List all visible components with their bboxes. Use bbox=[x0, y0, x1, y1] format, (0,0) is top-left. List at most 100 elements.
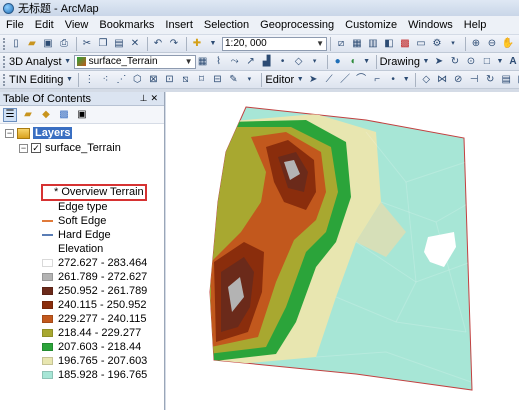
overflow-arrow-icon[interactable]: ▾ bbox=[312, 58, 317, 65]
sketch-properties-icon[interactable]: ▧ bbox=[515, 73, 519, 87]
menu-geoprocessing[interactable]: Geoprocessing bbox=[260, 19, 335, 31]
zoom-to-element-icon[interactable]: ⊙ bbox=[466, 55, 476, 67]
attributes-icon[interactable]: ▤ bbox=[501, 73, 511, 85]
list-by-visibility-icon[interactable]: ◆ bbox=[42, 109, 50, 120]
menu-edit[interactable]: Edit bbox=[34, 19, 54, 31]
contour-icon[interactable]: ⌇ bbox=[216, 55, 222, 67]
toolbar-grip[interactable] bbox=[3, 37, 6, 50]
steepest-path-icon[interactable]: ⤳ bbox=[230, 55, 239, 67]
print-icon[interactable]: ⎙ bbox=[60, 37, 68, 49]
menu-help[interactable]: Help bbox=[463, 19, 487, 31]
editor-toolbar-icon[interactable]: ⧄ bbox=[337, 37, 345, 49]
tin-tag-icon[interactable]: ⌑ bbox=[198, 73, 204, 85]
table-of-contents-icon[interactable]: ▦ bbox=[352, 37, 362, 49]
toc-options-icon[interactable]: ▣ bbox=[77, 109, 87, 120]
point-icon[interactable]: • bbox=[280, 55, 285, 67]
overview-terrain-label[interactable]: * Overview Terrain bbox=[54, 186, 144, 198]
rectangle-icon[interactable]: □ bbox=[483, 55, 490, 67]
new-document-icon[interactable]: ▯ bbox=[13, 37, 19, 49]
terrain-surface[interactable] bbox=[166, 92, 519, 410]
tin-delineate-icon[interactable]: ⧅ bbox=[182, 73, 189, 85]
cut-polygon-icon[interactable]: ⊘ bbox=[453, 73, 463, 85]
collapse-icon[interactable]: − bbox=[19, 142, 28, 153]
python-icon[interactable]: ▭ bbox=[416, 37, 426, 49]
search-window-icon[interactable]: ◧ bbox=[384, 37, 394, 49]
reshape-icon[interactable]: ⋈ bbox=[437, 73, 448, 85]
layers-root-row[interactable]: − Layers bbox=[5, 126, 73, 140]
legend-item[interactable]: 240.115 - 250.952 bbox=[42, 298, 146, 312]
menu-file[interactable]: File bbox=[6, 19, 24, 31]
save-icon[interactable]: ▣ bbox=[43, 37, 53, 49]
interpolate-line-icon[interactable]: ↗ bbox=[246, 55, 255, 67]
layers-root-label[interactable]: Layers bbox=[33, 127, 73, 139]
profile-graph-icon[interactable]: ▟ bbox=[262, 55, 271, 67]
overflow-arrow-icon[interactable]: ▾ bbox=[247, 76, 252, 83]
zoom-in-icon[interactable]: ⊕ bbox=[471, 37, 481, 49]
trace-icon[interactable]: ⌐ bbox=[374, 73, 381, 85]
legend-item[interactable]: 229.277 - 240.115 bbox=[42, 312, 146, 326]
scene-icon[interactable]: ◐ bbox=[350, 55, 357, 67]
soft-edge-row[interactable]: Soft Edge bbox=[42, 214, 106, 228]
catalog-icon[interactable]: ▥ bbox=[368, 37, 378, 49]
edit-tool-arrow-icon[interactable]: ➤ bbox=[308, 73, 318, 85]
rotate-feature-icon[interactable]: ↻ bbox=[485, 73, 495, 85]
dropdown-arrow-icon[interactable]: ▼ bbox=[402, 76, 410, 83]
tin-polygon-icon[interactable]: ⬡ bbox=[133, 73, 142, 85]
dropdown-arrow-icon[interactable]: ▼ bbox=[209, 40, 217, 47]
menu-bookmarks[interactable]: Bookmarks bbox=[99, 19, 155, 31]
add-data-icon[interactable]: ✚ bbox=[192, 37, 202, 49]
edit-annotation-icon[interactable]: ⟋ bbox=[325, 73, 333, 85]
legend-item[interactable]: 207.603 - 218.44 bbox=[42, 340, 141, 354]
map-display[interactable] bbox=[166, 92, 519, 410]
hard-edge-row[interactable]: Hard Edge bbox=[42, 228, 111, 242]
open-folder-icon[interactable]: ▰ bbox=[28, 37, 36, 49]
menu-selection[interactable]: Selection bbox=[203, 19, 250, 31]
drawing-menu[interactable]: Drawing bbox=[379, 55, 420, 68]
zoom-out-icon[interactable]: ⊖ bbox=[487, 37, 497, 49]
menu-customize[interactable]: Customize bbox=[345, 19, 398, 31]
legend-item[interactable]: 261.789 - 272.627 bbox=[42, 270, 147, 284]
list-by-source-icon[interactable]: ▰ bbox=[24, 109, 32, 120]
undo-icon[interactable]: ↶ bbox=[153, 37, 163, 49]
list-by-selection-icon[interactable]: ▩ bbox=[59, 109, 69, 120]
arc-segment-icon[interactable]: ⌒ bbox=[356, 73, 367, 85]
dropdown-arrow-icon[interactable]: ▼ bbox=[363, 58, 371, 65]
edit-vertices-icon[interactable]: ◇ bbox=[422, 73, 431, 85]
polygon-icon[interactable]: ◇ bbox=[294, 55, 303, 67]
menu-view[interactable]: View bbox=[64, 19, 89, 31]
dropdown-arrow-icon[interactable]: ▼ bbox=[296, 76, 304, 83]
toolbar-grip[interactable] bbox=[3, 73, 6, 86]
editor-menu[interactable]: Editor bbox=[265, 73, 295, 86]
copy-icon[interactable]: ❐ bbox=[98, 37, 108, 49]
dropdown-arrow-icon[interactable]: ▼ bbox=[496, 58, 504, 65]
rotate-icon[interactable]: ↻ bbox=[450, 55, 460, 67]
dropdown-arrow-icon[interactable]: ▼ bbox=[65, 76, 73, 83]
delete-icon[interactable]: ✕ bbox=[130, 37, 140, 49]
layer-properties-icon[interactable]: ▦ bbox=[197, 55, 208, 67]
straight-segment-icon[interactable]: ／ bbox=[340, 73, 351, 85]
list-by-drawing-order-icon[interactable]: ☰ bbox=[3, 107, 17, 122]
menu-windows[interactable]: Windows bbox=[408, 19, 453, 31]
dropdown-arrow-icon[interactable]: ▼ bbox=[64, 58, 72, 65]
cut-icon[interactable]: ✂ bbox=[82, 37, 92, 49]
pin-icon[interactable]: ⊥ bbox=[139, 93, 151, 103]
tin-editing-menu[interactable]: TIN Editing bbox=[9, 73, 64, 86]
tin-node-icon[interactable]: ⁖ bbox=[102, 73, 109, 85]
tin-edge-icon[interactable]: ⋰ bbox=[116, 73, 127, 85]
legend-item[interactable]: 272.627 - 283.464 bbox=[42, 256, 147, 270]
split-icon[interactable]: ⊣ bbox=[469, 73, 479, 85]
menu-insert[interactable]: Insert bbox=[165, 19, 193, 31]
legend-item[interactable]: 196.765 - 207.603 bbox=[42, 354, 147, 368]
dropdown-arrow-icon[interactable]: ▼ bbox=[422, 58, 430, 65]
tin-delete-node-icon[interactable]: ⊠ bbox=[149, 73, 158, 85]
3d-analyst-menu[interactable]: 3D Analyst bbox=[9, 55, 62, 68]
close-icon[interactable]: ✕ bbox=[150, 93, 161, 103]
arctoolbox-icon[interactable]: ▩ bbox=[400, 37, 410, 49]
overview-terrain-row[interactable]: * Overview Terrain bbox=[54, 185, 144, 199]
layer-combo[interactable]: surface_Terrain ▼ bbox=[73, 54, 196, 69]
model-builder-icon[interactable]: ⚙ bbox=[432, 37, 442, 49]
layer-row[interactable]: − ✓ surface_Terrain bbox=[19, 141, 121, 155]
collapse-icon[interactable]: − bbox=[5, 127, 14, 138]
globe-icon[interactable]: ● bbox=[334, 55, 341, 67]
layer-name[interactable]: surface_Terrain bbox=[45, 142, 121, 154]
